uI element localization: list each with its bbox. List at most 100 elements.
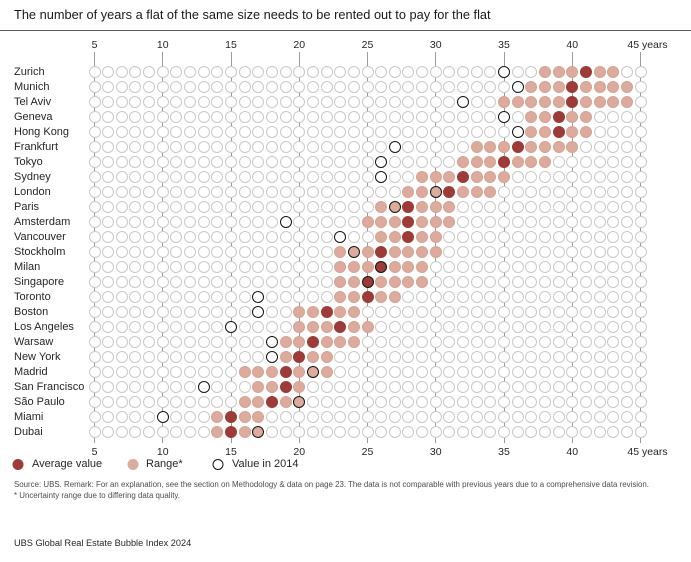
empty-dot bbox=[197, 66, 210, 78]
empty-dot bbox=[402, 381, 415, 393]
range-dot bbox=[306, 351, 319, 363]
empty-dot bbox=[402, 126, 415, 138]
empty-dot bbox=[156, 96, 169, 108]
city-label: London bbox=[14, 186, 51, 198]
empty-dot bbox=[279, 126, 292, 138]
empty-dot bbox=[470, 396, 483, 408]
empty-dot bbox=[238, 201, 251, 213]
empty-dot bbox=[225, 126, 237, 138]
empty-dot bbox=[498, 381, 510, 393]
empty-dot bbox=[361, 201, 374, 213]
city-label: New York bbox=[14, 351, 61, 363]
empty-dot bbox=[102, 411, 115, 423]
range-dot bbox=[579, 81, 592, 93]
empty-dot bbox=[457, 291, 470, 303]
empty-dot bbox=[320, 171, 333, 183]
empty-dot bbox=[416, 141, 429, 153]
empty-dot bbox=[265, 171, 278, 183]
range-dot bbox=[566, 141, 579, 153]
range-dot bbox=[470, 141, 483, 153]
range-dot bbox=[238, 366, 251, 378]
empty-dot bbox=[457, 216, 470, 228]
empty-dot bbox=[115, 216, 128, 228]
empty-dot bbox=[484, 216, 497, 228]
empty-dot bbox=[347, 381, 360, 393]
empty-dot bbox=[293, 126, 306, 138]
empty-dot bbox=[375, 321, 388, 333]
empty-dot bbox=[129, 231, 142, 243]
empty-dot bbox=[320, 411, 333, 423]
axis-tick-bottom-45: 45 years bbox=[627, 446, 668, 458]
empty-dot bbox=[538, 366, 551, 378]
empty-dot bbox=[579, 171, 592, 183]
empty-dot bbox=[252, 81, 265, 93]
range-dot bbox=[525, 141, 538, 153]
empty-dot bbox=[238, 231, 251, 243]
range-dot bbox=[538, 156, 551, 168]
empty-dot bbox=[225, 291, 237, 303]
empty-dot bbox=[579, 321, 592, 333]
empty-dot bbox=[238, 291, 251, 303]
empty-dot bbox=[102, 81, 115, 93]
empty-dot bbox=[634, 336, 647, 348]
empty-dot bbox=[293, 291, 306, 303]
city-label: Singapore bbox=[14, 276, 65, 288]
empty-dot bbox=[470, 66, 483, 78]
range-dot bbox=[538, 141, 551, 153]
empty-dot bbox=[211, 141, 224, 153]
empty-dot bbox=[361, 141, 374, 153]
empty-dot bbox=[579, 426, 592, 438]
empty-dot bbox=[225, 171, 237, 183]
empty-dot bbox=[634, 216, 647, 228]
empty-dot bbox=[320, 111, 333, 123]
empty-dot bbox=[388, 126, 401, 138]
empty-dot bbox=[115, 396, 128, 408]
empty-dot bbox=[375, 141, 388, 153]
range-dot bbox=[484, 171, 497, 183]
empty-dot bbox=[566, 351, 579, 363]
empty-dot bbox=[334, 126, 347, 138]
city-label: Zurich bbox=[14, 66, 45, 78]
range-dot bbox=[252, 411, 265, 423]
empty-dot bbox=[143, 81, 156, 93]
empty-dot bbox=[184, 126, 197, 138]
empty-dot bbox=[361, 231, 374, 243]
empty-dot bbox=[347, 201, 360, 213]
range-dot bbox=[538, 96, 551, 108]
empty-dot bbox=[102, 126, 115, 138]
range-dot bbox=[402, 246, 415, 258]
empty-dot bbox=[293, 156, 306, 168]
empty-dot bbox=[170, 81, 183, 93]
empty-dot bbox=[484, 411, 497, 423]
empty-dot bbox=[88, 291, 101, 303]
empty-dot bbox=[156, 381, 169, 393]
range-dot bbox=[388, 216, 401, 228]
average-dot bbox=[306, 336, 319, 348]
empty-dot bbox=[429, 96, 442, 108]
city-label: Munich bbox=[14, 81, 50, 93]
empty-dot bbox=[579, 381, 592, 393]
range-dot bbox=[388, 291, 401, 303]
empty-dot bbox=[184, 381, 197, 393]
empty-dot bbox=[102, 381, 115, 393]
empty-dot bbox=[129, 276, 142, 288]
empty-dot bbox=[265, 426, 278, 438]
empty-dot bbox=[143, 96, 156, 108]
empty-dot bbox=[293, 81, 306, 93]
empty-dot bbox=[115, 426, 128, 438]
empty-dot bbox=[538, 216, 551, 228]
empty-dot bbox=[306, 141, 319, 153]
average-dot bbox=[402, 216, 415, 228]
empty-dot bbox=[197, 411, 210, 423]
empty-dot bbox=[443, 231, 456, 243]
average-dot bbox=[265, 396, 278, 408]
empty-dot bbox=[443, 321, 456, 333]
chart-title: The number of years a flat of the same s… bbox=[14, 7, 491, 22]
empty-dot bbox=[552, 366, 565, 378]
empty-dot bbox=[115, 321, 128, 333]
empty-dot bbox=[429, 426, 442, 438]
city-label: Frankfurt bbox=[14, 141, 59, 153]
empty-dot bbox=[579, 411, 592, 423]
empty-dot bbox=[429, 396, 442, 408]
empty-dot bbox=[607, 126, 620, 138]
